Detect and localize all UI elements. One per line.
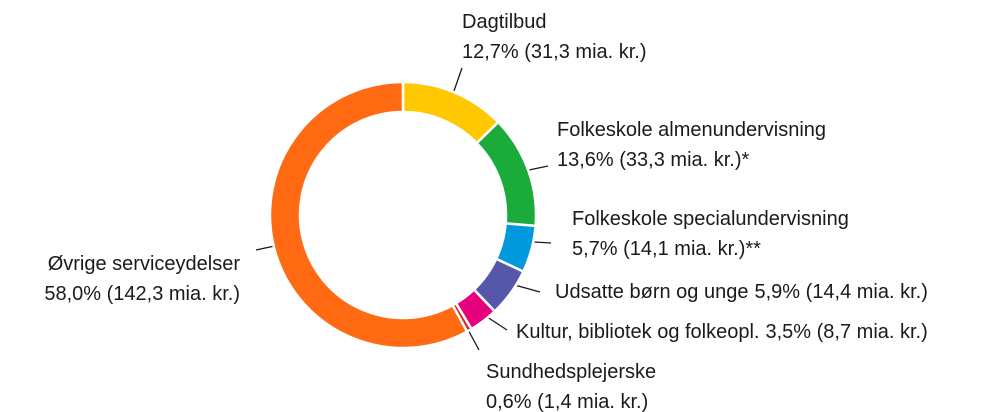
segment-value-label: 12,7% (31,3 mia. kr.) [462, 41, 647, 63]
segment-label: Folkeskole almenundervisning 13,6% (33,3 … [557, 119, 826, 171]
segment-name: Udsatte børn og unge [555, 281, 748, 303]
segment-name: Dagtilbud [462, 11, 547, 33]
segment-name: Øvrige serviceydelser [48, 253, 241, 275]
segment-value-label: 5,7% (14,1 mia. kr.)** [572, 238, 761, 260]
segment-label: Øvrige serviceydelser 58,0% (142,3 mia. k… [44, 253, 240, 305]
segment-name: Folkeskole almenundervisning [557, 119, 826, 141]
segment-value-label: 5,9% (14,4 mia. kr.) [754, 281, 927, 303]
segment-label: Dagtilbud 12,7% (31,3 mia. kr.) [462, 11, 647, 63]
segment-name: Folkeskole specialundervisning [572, 208, 849, 230]
donut-segment [401, 80, 500, 145]
segment-label: Udsatte børn og unge 5,9% (14,4 mia. kr.) [555, 281, 928, 303]
donut-segment [268, 80, 469, 350]
segment-value-label: 3,5% (8,7 mia. kr.) [766, 321, 928, 343]
segment-label: Folkeskole specialundervisning 5,7% (14,1… [572, 208, 849, 260]
segment-name: Sundhedsplejerske [486, 361, 656, 383]
segment-value-label: 58,0% (142,3 mia. kr.) [44, 283, 240, 305]
segment-name: Kultur, bibliotek og folkeopl. [516, 321, 760, 343]
segment-label: Sundhedsplejerske 0,6% (1,4 mia. kr.) [486, 361, 656, 412]
donut-segment [474, 120, 538, 228]
segment-value-label: 0,6% (1,4 mia. kr.) [486, 391, 648, 412]
segment-value-label: 13,6% (33,3 mia. kr.)* [557, 149, 750, 171]
segment-label: Kultur, bibliotek og folkeopl. 3,5% (8,7 … [516, 321, 928, 343]
